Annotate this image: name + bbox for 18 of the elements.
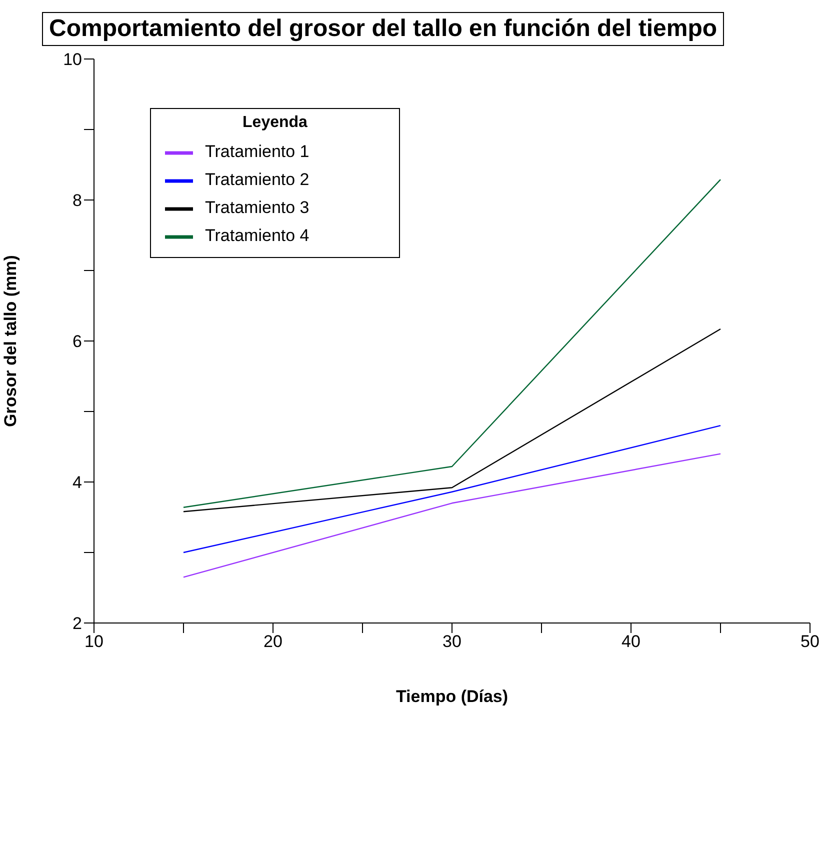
x-axis-title: Tiempo (Días) bbox=[396, 687, 508, 706]
y-tick-label: 8 bbox=[72, 191, 82, 210]
y-tick-label: 10 bbox=[63, 50, 82, 70]
x-tick-label: 10 bbox=[84, 632, 104, 652]
x-tick-label: 50 bbox=[800, 632, 820, 652]
legend-label: Tratamiento 2 bbox=[205, 170, 310, 190]
y-tick-label: 6 bbox=[72, 332, 82, 352]
y-axis-title: Grosor del tallo (mm) bbox=[1, 255, 20, 427]
x-tick-label: 40 bbox=[622, 632, 640, 652]
legend-label: Tratamiento 1 bbox=[205, 142, 310, 162]
legend-label: Tratamiento 3 bbox=[205, 198, 310, 218]
legend-label: Tratamiento 4 bbox=[205, 226, 310, 246]
x-tick-label: 20 bbox=[264, 632, 282, 652]
y-tick-label: 4 bbox=[72, 473, 82, 492]
y-tick-label: 2 bbox=[72, 614, 82, 634]
legend-title: Leyenda bbox=[242, 114, 308, 132]
chart-title: Comportamiento del grosor del tallo en función del tiempo bbox=[42, 12, 724, 46]
x-tick-label: 30 bbox=[442, 632, 462, 652]
